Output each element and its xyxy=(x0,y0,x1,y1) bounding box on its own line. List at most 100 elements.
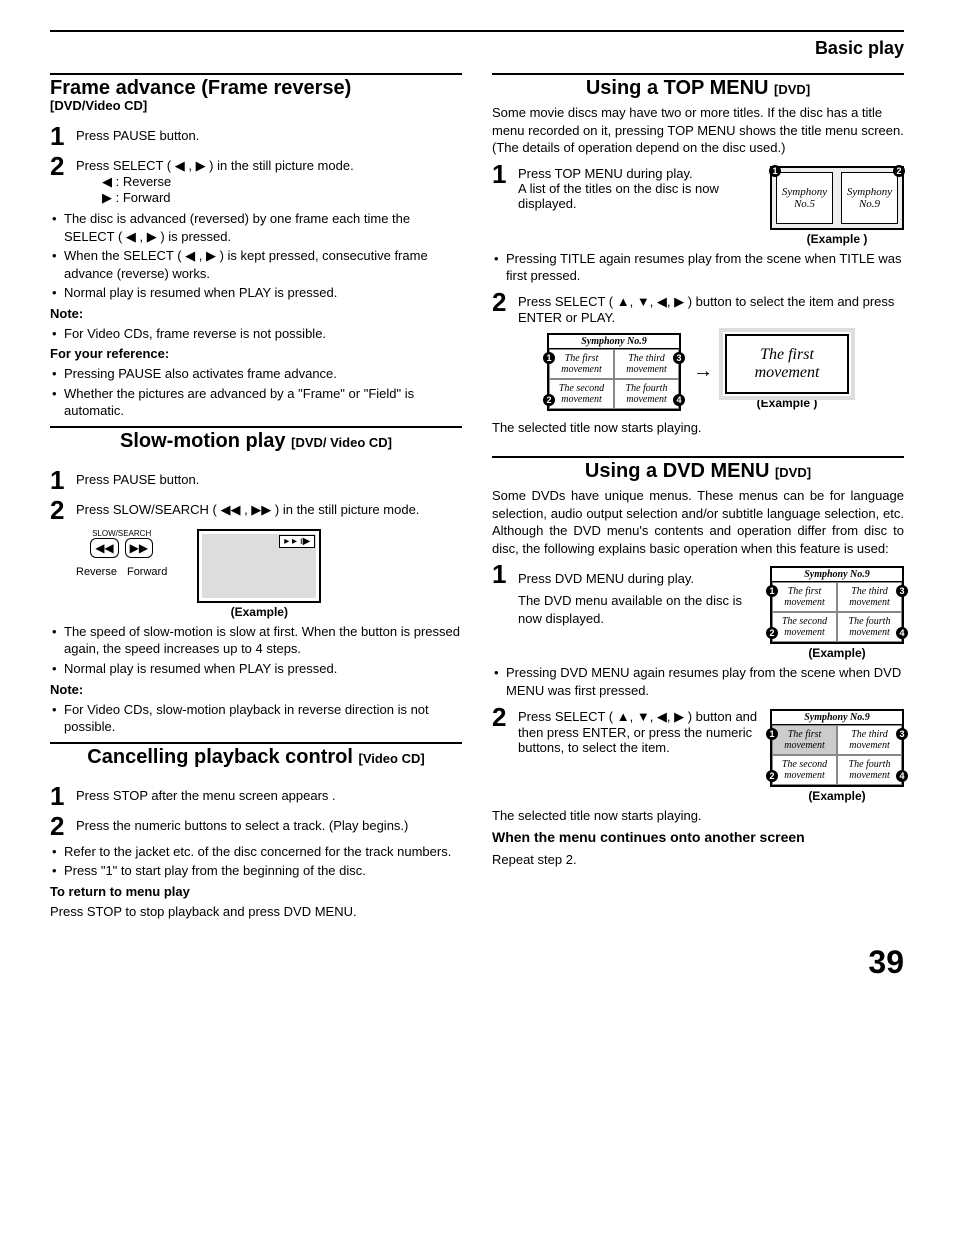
frame-note-bullets: For Video CDs, frame reverse is not poss… xyxy=(50,325,462,343)
grid-cells: 1The first movement 3The third movement … xyxy=(772,582,902,642)
title-cell-1: 1 Symphony No.5 xyxy=(776,172,833,224)
text: The second movement xyxy=(782,759,827,781)
bullet: Normal play is resumed when PLAY is pres… xyxy=(52,660,462,678)
example-caption: (Example) xyxy=(770,789,904,803)
slow-note-bullets: For Video CDs, slow-motion playback in r… xyxy=(50,701,462,736)
bullet: Whether the pictures are advanced by a "… xyxy=(52,385,462,420)
text: The second movement xyxy=(782,616,827,638)
two-column-layout: Frame advance (Frame reverse) [DVD/Video… xyxy=(50,67,904,924)
slow-step-2: 2 Press SLOW/SEARCH ( ◀◀ , ▶▶ ) in the s… xyxy=(50,497,462,523)
grid-menu: Symphony No.9 1The first movement 3The t… xyxy=(770,709,904,787)
grid-title: Symphony No.9 xyxy=(772,568,902,582)
dvd-step-2: 2 Symphony No.9 1The first movement 3The… xyxy=(492,704,904,803)
tv-example: ▸ ▸ ı▶ (Example) xyxy=(197,529,321,619)
title-tag: [DVD] xyxy=(775,465,811,480)
result-screen: The first movement xyxy=(725,334,849,394)
text: The fourth movement xyxy=(849,616,891,638)
cell: 3The third movement xyxy=(837,725,902,755)
badge: 2 xyxy=(543,394,555,406)
page-header: Basic play xyxy=(50,38,904,59)
badge-2: 2 xyxy=(893,165,905,177)
example-1: 1 Symphony No.5 2 Symphony No.9 (Example… xyxy=(770,166,904,246)
cell: 1The first movement xyxy=(549,349,614,379)
cell: 2The second movement xyxy=(549,379,614,409)
text: Symphony xyxy=(842,186,897,198)
cell: 2The second movement xyxy=(772,612,837,642)
badge: 2 xyxy=(766,770,778,782)
buttons: ◀◀ ▶▶ xyxy=(90,538,153,558)
slow-motion-title: Slow-motion play [DVD/ Video CD] xyxy=(50,426,462,453)
badge: 3 xyxy=(896,585,908,597)
forward-button-icon: ▶▶ xyxy=(125,538,153,558)
frame-ref-bullets: Pressing PAUSE also activates frame adva… xyxy=(50,365,462,420)
reference-heading: For your reference: xyxy=(50,346,462,361)
step-text: Press PAUSE button. xyxy=(76,467,462,487)
title-tag: [Video CD] xyxy=(358,751,424,766)
dvd-bullets: Pressing DVD MENU again resumes play fro… xyxy=(492,664,904,699)
text: A list of the titles on the disc is now … xyxy=(518,181,719,211)
continue-heading: When the menu continues onto another scr… xyxy=(492,828,904,847)
bullet: The disc is advanced (reversed) by one f… xyxy=(52,210,462,245)
grid-cells: 1The first movement 3The third movement … xyxy=(772,725,902,785)
title-text: Cancelling playback control xyxy=(87,746,353,768)
example-screen: 1 Symphony No.5 2 Symphony No.9 xyxy=(770,166,904,230)
slow-bullets: The speed of slow-motion is slow at firs… xyxy=(50,623,462,678)
step-number: 2 xyxy=(492,704,518,730)
dvd-example-1: Symphony No.9 1The first movement 3The t… xyxy=(770,566,904,660)
example-caption: (Example) xyxy=(197,605,321,619)
example-caption: (Example ) xyxy=(770,232,904,246)
continue-text: Repeat step 2. xyxy=(492,851,904,869)
cell: 3The third movement xyxy=(614,349,679,379)
grid-title: Symphony No.9 xyxy=(549,335,679,349)
slow-search-label: SLOW/SEARCH xyxy=(76,529,167,538)
top-bullets: Pressing TITLE again resumes play from t… xyxy=(492,250,904,285)
title-text: Using a TOP MENU xyxy=(586,77,769,99)
cell: 3The third movement xyxy=(837,582,902,612)
cancel-title: Cancelling playback control [Video CD] xyxy=(50,742,462,769)
cancel-step-1: 1 Press STOP after the menu screen appea… xyxy=(50,783,462,809)
step-text: Press the numeric buttons to select a tr… xyxy=(76,813,462,833)
dvd-example-2: Symphony No.9 1The first movement 3The t… xyxy=(770,709,904,803)
grid-menu: Symphony No.9 1The first movement 3The t… xyxy=(547,333,681,411)
bullet: For Video CDs, slow-motion playback in r… xyxy=(52,701,462,736)
forward-label: ▶ : Forward xyxy=(102,190,462,206)
grid-cells: 1The first movement 3The third movement … xyxy=(549,349,679,409)
dvd-menu-title: Using a DVD MENU [DVD] xyxy=(492,456,904,483)
title-tag: [DVD] xyxy=(774,82,810,97)
text: Press SELECT ( ▲, ▼, ◀, ▶ ) button and t… xyxy=(518,709,757,755)
return-text: Press STOP to stop playback and press DV… xyxy=(50,903,462,921)
step-number: 1 xyxy=(492,161,518,187)
cell: 2The second movement xyxy=(772,755,837,785)
cancel-bullets: Refer to the jacket etc. of the disc con… xyxy=(50,843,462,880)
badge: 3 xyxy=(896,728,908,740)
frame-advance-title: Frame advance (Frame reverse) xyxy=(50,73,462,100)
result-wrapper: The first movement (Example ) xyxy=(725,334,849,410)
top-menu-title: Using a TOP MENU [DVD] xyxy=(492,73,904,100)
top-step-1: 1 1 Symphony No.5 2 Symphony xyxy=(492,161,904,246)
forward-caption: Forward xyxy=(127,566,167,578)
step-number: 2 xyxy=(50,497,76,523)
step-number: 2 xyxy=(50,153,76,179)
grid-title: Symphony No.9 xyxy=(772,711,902,725)
tv-screen: ▸ ▸ ı▶ xyxy=(197,529,321,603)
cell: 4The fourth movement xyxy=(837,612,902,642)
badge: 1 xyxy=(766,585,778,597)
slow-example-row: SLOW/SEARCH ◀◀ ▶▶ Reverse Forward ▸ ▸ ı▶… xyxy=(76,529,462,619)
frame-advance-tag: [DVD/Video CD] xyxy=(50,98,462,113)
slow-step-1: 1 Press PAUSE button. xyxy=(50,467,462,493)
page-number: 39 xyxy=(50,944,904,981)
bullet: Refer to the jacket etc. of the disc con… xyxy=(52,843,462,861)
return-heading: To return to menu play xyxy=(50,884,462,899)
step-number: 1 xyxy=(50,783,76,809)
bullet: For Video CDs, frame reverse is not poss… xyxy=(52,325,462,343)
top-step-2: 2 Press SELECT ( ▲, ▼, ◀, ▶ ) button to … xyxy=(492,289,904,325)
step-body: Symphony No.9 1The first movement 3The t… xyxy=(518,561,904,660)
step-number: 2 xyxy=(50,813,76,839)
text: Press SELECT ( ◀ , ▶ ) in the still pict… xyxy=(76,158,354,173)
top-example-2: Symphony No.9 1The first movement 3The t… xyxy=(492,333,904,411)
cell: 4The fourth movement xyxy=(614,379,679,409)
badge: 1 xyxy=(543,352,555,364)
text: The first movement xyxy=(784,729,825,751)
right-column: Using a TOP MENU [DVD] Some movie discs … xyxy=(492,67,904,924)
example-caption: (Example) xyxy=(770,646,904,660)
